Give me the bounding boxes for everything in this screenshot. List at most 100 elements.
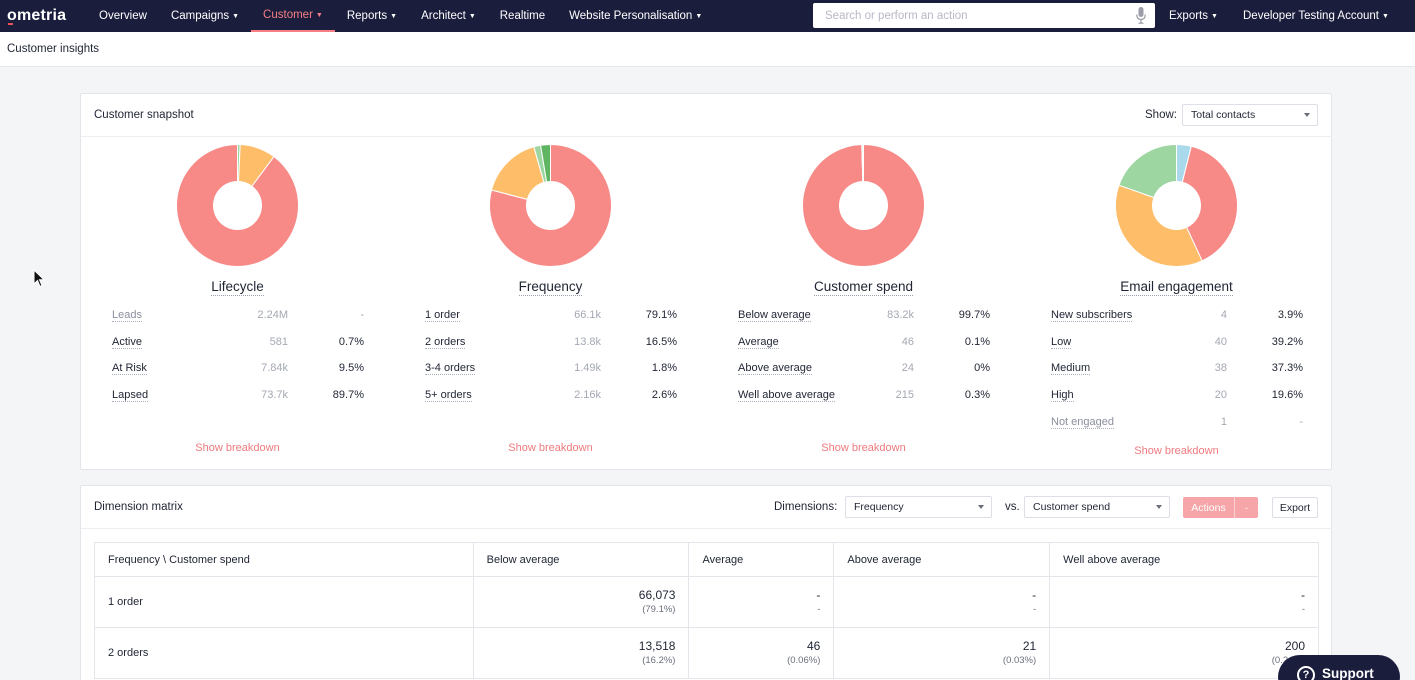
nav-item-label: Reports bbox=[346, 10, 388, 22]
donut-slice[interactable] bbox=[1115, 184, 1203, 267]
matrix-cell[interactable]: 66,073 (79.1%) bbox=[472, 576, 690, 628]
cell-value: 13,518 bbox=[638, 639, 676, 653]
legend-row: Lapsed 73.7k 89.7% bbox=[112, 389, 364, 405]
segment-name[interactable]: Medium bbox=[1051, 362, 1091, 376]
cell-percent: (0.03%) bbox=[1002, 655, 1037, 666]
snapshot-column-email-engagement: Email engagement New subscribers 4 3.9% Low 4… bbox=[1020, 137, 1333, 470]
matrix-cell[interactable]: 46 (0.06%) bbox=[688, 627, 835, 679]
chart-title: Email engagement bbox=[1020, 279, 1333, 296]
segment-name[interactable]: 3-4 orders bbox=[425, 362, 476, 376]
nav-item-reports[interactable]: Reports ▼ bbox=[335, 0, 409, 32]
segment-name[interactable]: Not engaged bbox=[1051, 415, 1114, 429]
segment-name[interactable]: Low bbox=[1051, 335, 1072, 349]
dimension-matrix-table: Frequency \ Customer spend Below average A… bbox=[94, 542, 1319, 679]
page-title: Customer insights bbox=[7, 43, 100, 55]
table-row: 1 order 66,073 (79.1%) - - - - - - bbox=[94, 576, 1319, 628]
show-breakdown-link[interactable]: Show breakdown bbox=[195, 442, 280, 454]
segment-percent: 0.3% bbox=[964, 389, 990, 402]
matrix-cell[interactable]: -- bbox=[1049, 576, 1319, 628]
nav-item-campaigns[interactable]: Campaigns ▼ bbox=[159, 0, 251, 32]
dimension-2-value: Customer spend bbox=[1033, 501, 1111, 513]
segment-count: 38 bbox=[1214, 362, 1227, 375]
donut-slice[interactable] bbox=[540, 143, 551, 183]
nav-item-realtime[interactable]: Realtime bbox=[488, 0, 557, 32]
legend-row: Active 581 0.7% bbox=[112, 336, 364, 352]
caret-down-icon: ▼ bbox=[468, 12, 476, 20]
show-breakdown-link[interactable]: Show breakdown bbox=[508, 442, 593, 454]
actions-button[interactable]: Actions - bbox=[1183, 497, 1258, 518]
chart-title: Customer spend bbox=[707, 279, 1020, 296]
segment-count: 46 bbox=[901, 335, 914, 348]
cell-percent: (79.1%) bbox=[642, 604, 676, 615]
matrix-cell[interactable]: -- bbox=[833, 576, 1051, 628]
matrix-cell[interactable]: 13,518 (16.2%) bbox=[472, 627, 690, 679]
show-breakdown-link[interactable]: Show breakdown bbox=[821, 442, 906, 454]
column-header: Well above average bbox=[1049, 542, 1319, 577]
account-menu[interactable]: Developer Testing Account ▼ bbox=[1243, 0, 1389, 32]
legend-row: Average 46 0.1% bbox=[738, 336, 990, 352]
segment-name[interactable]: Above average bbox=[738, 362, 812, 376]
chart-title-text: Lifecycle bbox=[211, 279, 264, 296]
segment-name[interactable]: New subscribers bbox=[1051, 309, 1133, 322]
segment-name[interactable]: Below average bbox=[738, 309, 811, 322]
segment-percent: 3.9% bbox=[1277, 309, 1303, 321]
segment-count: 2.24M bbox=[257, 309, 288, 321]
donut-slice[interactable] bbox=[802, 143, 925, 267]
support-button[interactable]: ? Support bbox=[1278, 655, 1400, 680]
actions-label: Actions bbox=[1191, 501, 1226, 514]
exports-menu[interactable]: Exports ▼ bbox=[1169, 0, 1218, 32]
actions-dropdown-toggle[interactable]: - bbox=[1234, 497, 1258, 518]
show-select[interactable]: Total contacts bbox=[1182, 104, 1318, 126]
segment-name[interactable]: Well above average bbox=[738, 389, 836, 403]
legend-row: At Risk 7.84k 9.5% bbox=[112, 362, 364, 378]
segment-name[interactable]: High bbox=[1051, 389, 1074, 403]
segment-name[interactable]: Lapsed bbox=[112, 389, 149, 403]
donut-slice[interactable] bbox=[1118, 143, 1177, 199]
donut-slice[interactable] bbox=[861, 143, 864, 183]
matrix-cell[interactable]: -- bbox=[688, 576, 835, 628]
nav-item-architect[interactable]: Architect ▼ bbox=[409, 0, 488, 32]
dimension-1-select[interactable]: Frequency bbox=[845, 496, 992, 518]
nav-item-overview[interactable]: Overview bbox=[87, 0, 159, 32]
row-header: 2 orders bbox=[94, 627, 474, 679]
segment-name[interactable]: Leads bbox=[112, 309, 142, 322]
microphone-icon[interactable] bbox=[1136, 7, 1146, 24]
show-breakdown-link[interactable]: Show breakdown bbox=[1134, 445, 1219, 457]
page-header: Customer insights bbox=[0, 32, 1415, 67]
column-header: Frequency \ Customer spend bbox=[94, 542, 474, 577]
nav-item-customer[interactable]: Customer ▼ bbox=[251, 0, 335, 32]
donut-slice[interactable] bbox=[1181, 145, 1238, 262]
donut-slice[interactable] bbox=[489, 143, 612, 267]
cell-percent: (0.24%) bbox=[1050, 654, 1305, 668]
segment-percent: 16.5% bbox=[645, 335, 677, 348]
segment-name[interactable]: Active bbox=[112, 335, 142, 349]
matrix-cell[interactable]: 21 (0.03%) bbox=[833, 627, 1051, 679]
row-header: 1 order bbox=[94, 576, 474, 628]
cell-percent: (0.06%) bbox=[787, 655, 821, 666]
export-button[interactable]: Export bbox=[1272, 497, 1318, 518]
donut-slice[interactable] bbox=[176, 143, 299, 267]
segment-count: 7.84k bbox=[261, 362, 288, 375]
chart-title-text: Email engagement bbox=[1120, 279, 1233, 296]
legend-row: New subscribers 4 3.9% bbox=[1051, 309, 1303, 325]
segment-percent: 2.6% bbox=[651, 389, 677, 402]
chevron-down-icon bbox=[978, 505, 984, 509]
search-bar[interactable] bbox=[813, 3, 1155, 28]
segment-name[interactable]: 2 orders bbox=[425, 335, 466, 349]
segment-name[interactable]: At Risk bbox=[112, 362, 147, 376]
chart-title-text: Customer spend bbox=[813, 279, 914, 296]
cell-value: - bbox=[1301, 588, 1305, 602]
legend-row: Well above average 215 0.3% bbox=[738, 389, 990, 405]
segment-name[interactable]: Average bbox=[738, 335, 779, 349]
segment-name[interactable]: 5+ orders bbox=[425, 389, 472, 403]
search-input[interactable] bbox=[813, 9, 1113, 22]
ometria-logo[interactable]: ometria bbox=[7, 7, 87, 25]
legend-row: 3-4 orders 1.49k 1.8% bbox=[425, 362, 677, 378]
segment-percent: 89.7% bbox=[332, 389, 364, 402]
dimension-2-select[interactable]: Customer spend bbox=[1024, 496, 1170, 518]
chart-title: Frequency bbox=[394, 279, 707, 296]
dimensions-label: Dimensions: bbox=[774, 501, 838, 513]
segment-count: 66.1k bbox=[574, 309, 601, 321]
nav-item-website-personalisation[interactable]: Website Personalisation ▼ bbox=[557, 0, 714, 32]
segment-name[interactable]: 1 order bbox=[425, 309, 460, 322]
